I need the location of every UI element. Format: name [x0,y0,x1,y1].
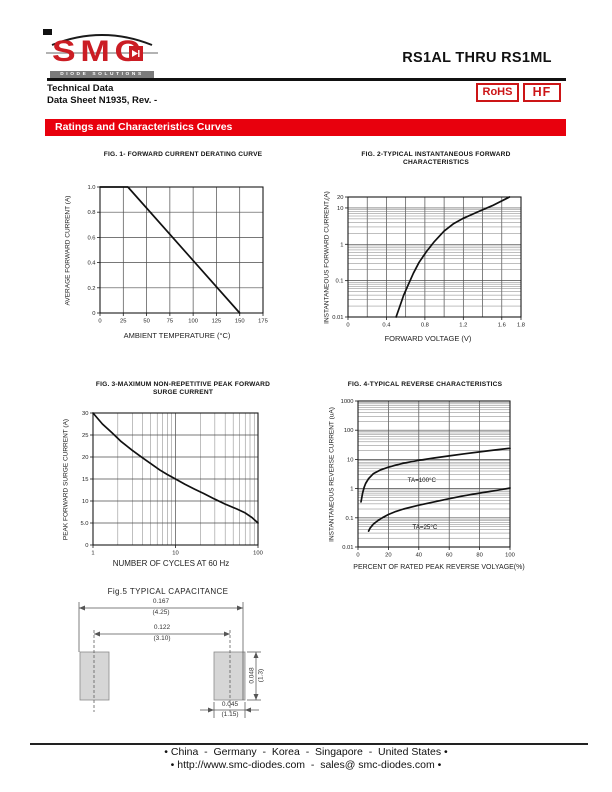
fig4-x-axis-label: PERCENT OF RATED PEAK REVERSE VOLYAGE(%) [353,564,525,571]
logo-brand-text: SMC [52,35,145,68]
smc-logo: SMC DIODE SOLUTIONS [46,33,158,79]
svg-text:0.4: 0.4 [382,323,391,329]
svg-text:20: 20 [385,553,391,559]
svg-text:0: 0 [98,319,101,325]
svg-text:1.6: 1.6 [498,323,506,329]
hf-badge: HF [523,83,561,102]
footer-regions: • China - Germany - Korea - Singapore - … [164,746,448,758]
svg-text:10: 10 [347,457,353,463]
dim-overall-inch: 0.167 [152,598,170,605]
svg-text:100: 100 [253,551,263,557]
fig1-x-axis-label: AMBIENT TEMPERATURE (°C) [123,331,231,340]
technical-data-label: Technical Data [47,83,114,94]
diode-symbol-icon [129,46,143,61]
fig1-plot-svg: 0 25 50 75 100 125 150 175 0 0.2 0.4 0.6 0.8 1.0 [87,185,268,325]
svg-text:10: 10 [82,499,88,505]
svg-text:30: 30 [82,411,88,417]
fig2-forward-characteristics-chart: FIG. 2-TYPICAL INSTANTANEOUS FORWARD CHA… [322,148,534,353]
fig5-typical-capacitance-drawing: Fig.5 TYPICAL CAPACITANCE 0.167 (4.25) 0… [70,586,330,736]
svg-text:0.6: 0.6 [87,235,95,241]
dim-pad-width-mm: (1.15) [221,711,239,718]
svg-text:50: 50 [143,319,149,325]
svg-text:150: 150 [235,319,245,325]
svg-text:0.8: 0.8 [421,323,429,329]
header-rule [47,78,566,81]
section-banner: Ratings and Characteristics Curves [45,119,566,136]
footer-contact: • http://www.smc-diodes.com - sales@ smc… [170,759,442,771]
svg-text:60: 60 [446,553,452,559]
corner-print-mark [43,29,52,35]
svg-text:15: 15 [82,477,88,483]
svg-text:75: 75 [167,319,173,325]
svg-text:0.1: 0.1 [335,279,343,285]
footer-rule [30,743,588,745]
svg-text:1000: 1000 [341,399,354,405]
fig2-title: FIG. 2-TYPICAL INSTANTANEOUS FORWARD CHA… [361,151,511,166]
fig4-title: FIG. 4-TYPICAL REVERSE CHARACTERISTICS [347,381,503,388]
fig5-title: Fig.5 TYPICAL CAPACITANCE [107,587,229,596]
svg-text:175: 175 [258,319,268,325]
svg-text:1.2: 1.2 [459,323,467,329]
fig3-surge-current-chart: FIG. 3-MAXIMUM NON-REPETITIVE PEAK FORWA… [56,378,286,570]
svg-text:1.8: 1.8 [517,323,525,329]
svg-text:1: 1 [91,551,94,557]
svg-text:25: 25 [120,319,126,325]
svg-text:100: 100 [188,319,198,325]
svg-text:100: 100 [344,428,354,434]
svg-text:0: 0 [92,311,95,317]
svg-text:0: 0 [85,543,88,549]
svg-text:0.1: 0.1 [345,516,353,522]
svg-text:40: 40 [416,553,422,559]
document-title: RS1AL THRU RS1ML [402,50,552,66]
svg-text:125: 125 [212,319,222,325]
svg-text:0.01: 0.01 [342,545,353,551]
svg-text:0.01: 0.01 [332,315,343,321]
svg-text:1: 1 [340,242,343,248]
dim-pad-width-inch: 0.045 [221,700,239,708]
svg-text:25: 25 [82,433,88,439]
svg-text:1.0: 1.0 [87,185,95,191]
svg-text:0.8: 0.8 [87,210,95,216]
rohs-badge: RoHS [476,83,519,102]
svg-text:100: 100 [505,553,515,559]
svg-text:0.2: 0.2 [87,286,95,292]
fig3-plot-svg: 1 10 100 0 5.0 10 15 20 25 30 [80,411,263,557]
logo-tagline: DIODE SOLUTIONS [50,71,154,79]
fig4-reverse-characteristics-chart: FIG. 4-TYPICAL REVERSE CHARACTERISTICS I… [322,378,528,571]
svg-text:0: 0 [356,553,359,559]
svg-text:10: 10 [172,551,178,557]
svg-text:TA=25°C: TA=25°C [412,524,437,531]
svg-text:20: 20 [337,195,343,201]
fig4-plot-svg: 0 20 40 60 80 100 0.01 0.1 1 10 100 1000 TA=100°C TA=… [341,399,515,559]
fig1-title: FIG. 1- FORWARD CURRENT DERATING CURVE [103,151,263,158]
datasheet-number: Data Sheet N1935, Rev. - [47,95,158,106]
dim-pad-height-inch: 0.048 [248,667,256,684]
svg-text:0: 0 [346,323,349,329]
dim-pad-height-mm: (1.3) [257,668,265,683]
dim-pitch-mm: (3.10) [153,635,171,642]
svg-text:80: 80 [476,553,482,559]
dim-overall-mm: (4.25) [152,609,170,616]
svg-text:TA=100°C: TA=100°C [408,477,437,484]
fig3-title: FIG. 3-MAXIMUM NON-REPETITIVE PEAK FORWA… [95,381,271,396]
dim-pitch-inch: 0.122 [153,624,171,631]
fig5-dimension-art [78,602,261,718]
svg-text:0.4: 0.4 [87,261,96,267]
fig3-x-axis-label: NUMBER OF CYCLES AT 60 Hz [112,559,230,568]
fig2-plot-svg: 0 0.4 0.8 1.2 1.6 1.8 0.01 0.1 1 10 20 [332,195,525,329]
svg-text:10: 10 [337,206,343,212]
svg-text:5.0: 5.0 [80,521,88,527]
svg-text:1: 1 [350,487,353,493]
svg-text:20: 20 [82,455,88,461]
fig1-forward-current-derating-chart: FIG. 1- FORWARD CURRENT DERATING CURVE A… [58,148,296,348]
fig2-x-axis-label: FORWARD VOLTAGE (V) [384,334,472,343]
